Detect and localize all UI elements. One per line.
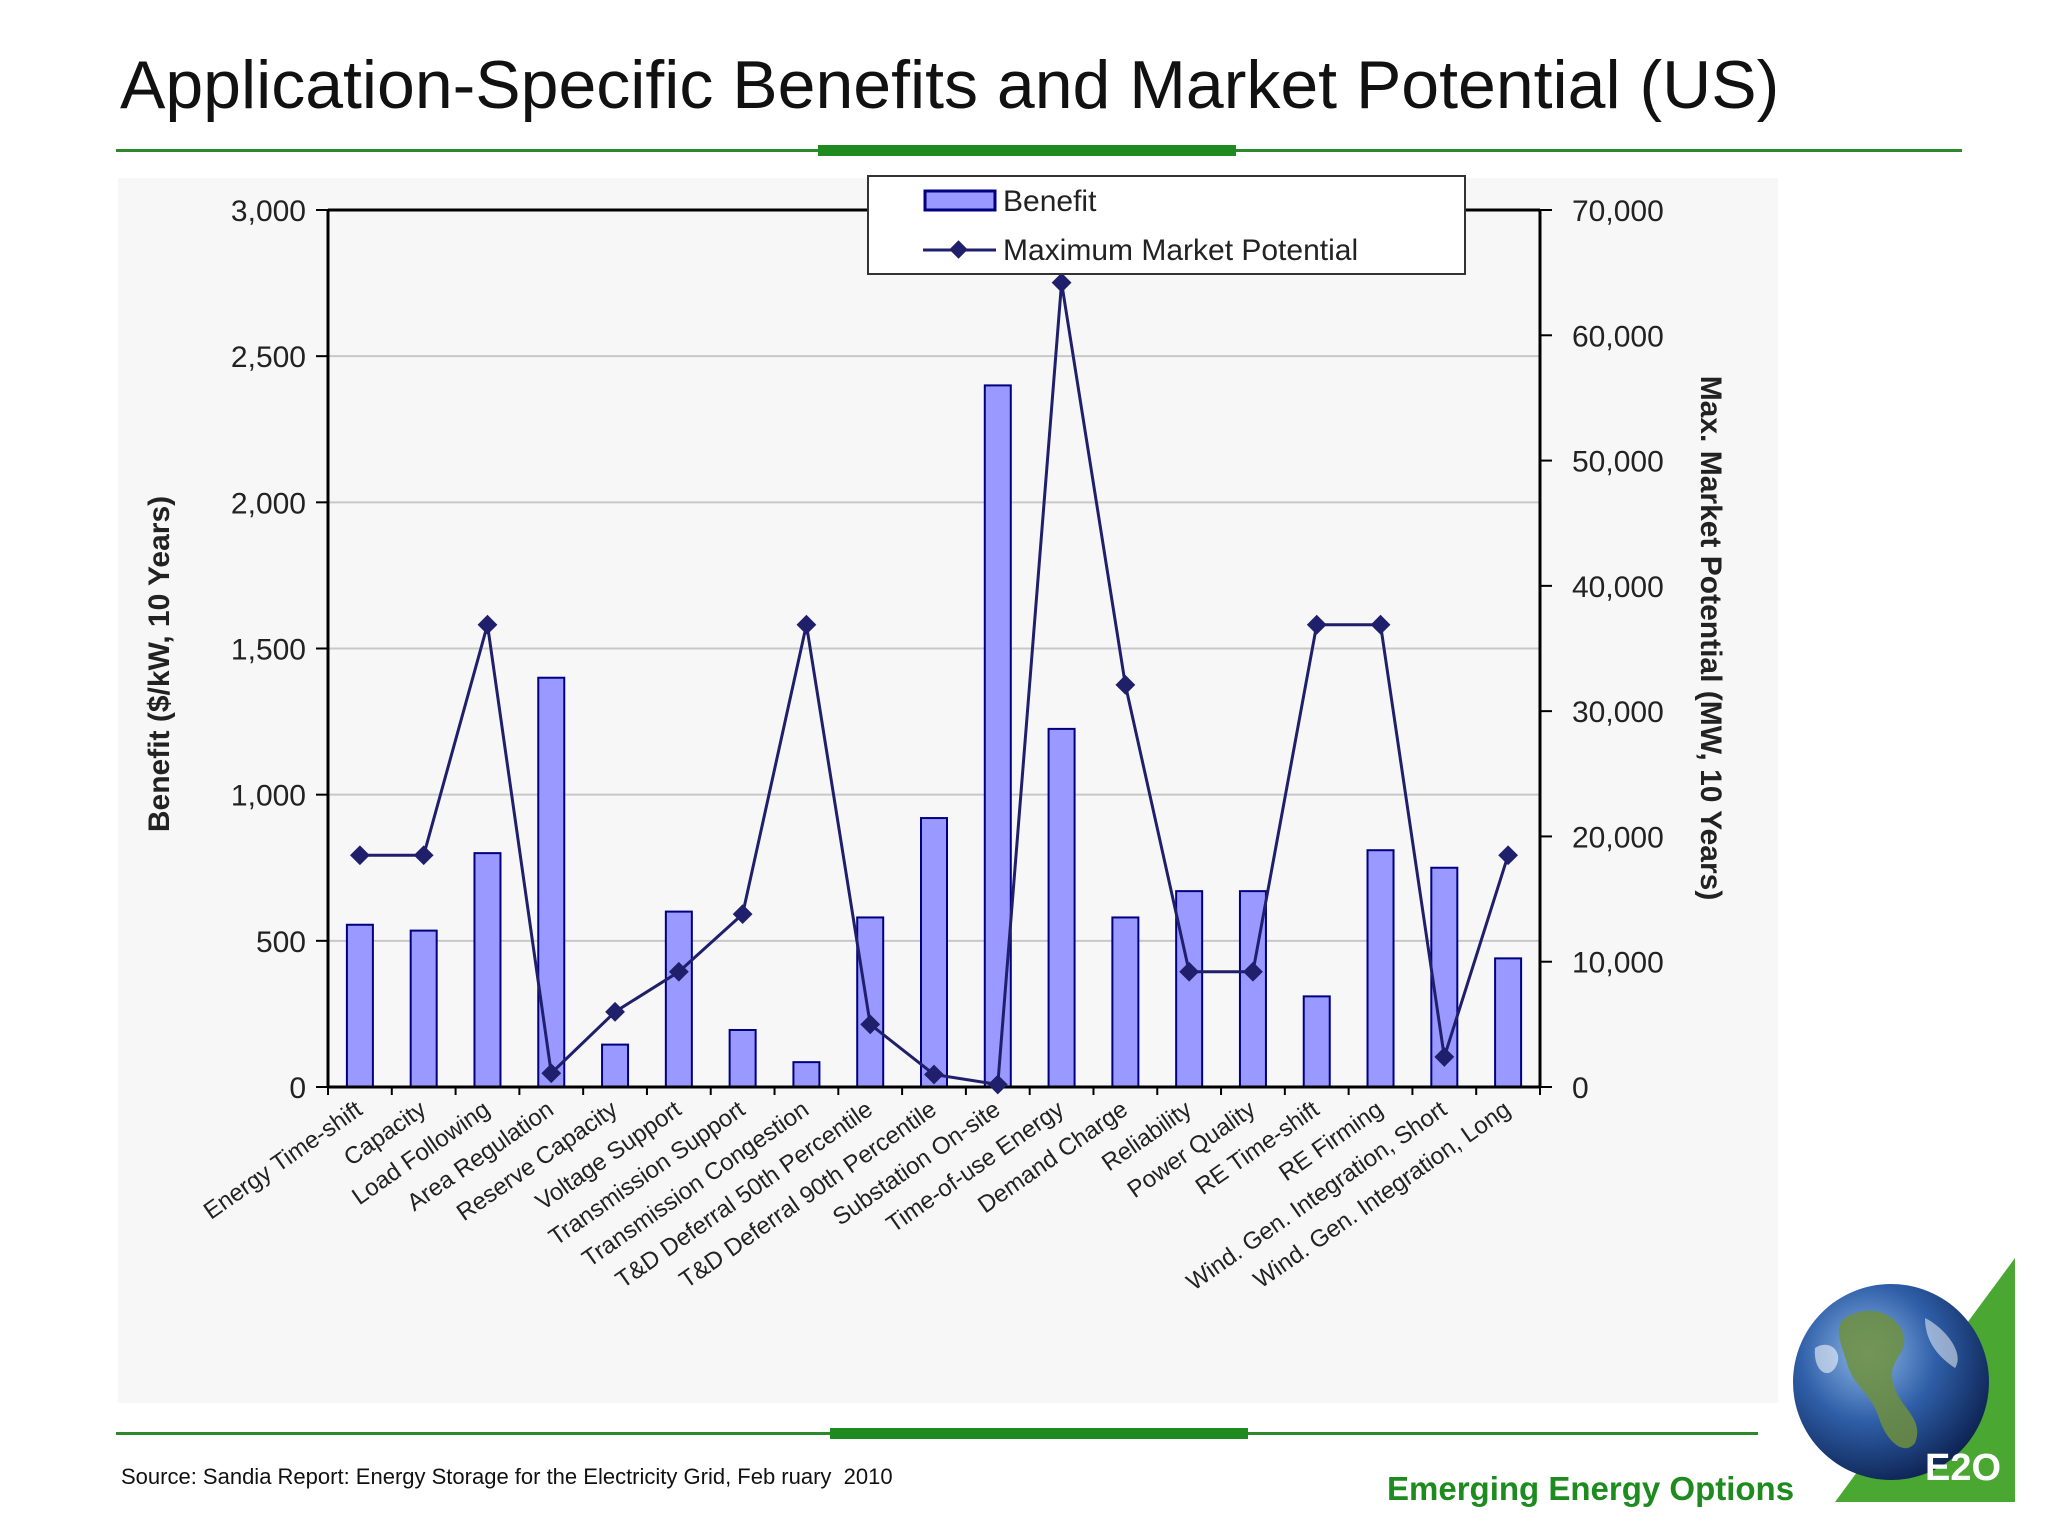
y-right-tick-label: 10,000 bbox=[1572, 947, 1664, 980]
benefit-bar bbox=[728, 1028, 757, 1088]
benefit-bar bbox=[856, 916, 885, 1088]
market-potential-point bbox=[605, 1001, 625, 1022]
benefit-bar bbox=[1175, 890, 1204, 1088]
market-potential-point bbox=[668, 961, 689, 982]
title-divider-accent bbox=[818, 145, 1236, 156]
benefit-bar bbox=[1111, 916, 1140, 1088]
market-potential-point bbox=[1434, 1047, 1455, 1067]
y-right-tick-label: 0 bbox=[1572, 1072, 1589, 1105]
y-left-tick-label: 0 bbox=[289, 1072, 306, 1105]
y-left-tick-label: 2,000 bbox=[231, 487, 306, 520]
market-potential-point bbox=[987, 1074, 1008, 1095]
y-right-tick-label: 50,000 bbox=[1572, 446, 1664, 479]
benefit-bar bbox=[1302, 995, 1331, 1088]
market-potential-point bbox=[796, 614, 817, 635]
market-potential-point bbox=[1370, 614, 1391, 635]
y-axis-left-label: Benefit ($/kW, 10 Years) bbox=[143, 496, 176, 832]
benefit-bar bbox=[983, 384, 1012, 1088]
y-axis-right-label: Max. Market Potential (MW, 10 Years) bbox=[1694, 376, 1727, 901]
market-potential-point bbox=[732, 904, 753, 925]
market-potential-point bbox=[1306, 614, 1327, 635]
y-left-tick-label: 1,500 bbox=[231, 634, 306, 667]
chart-legend: Benefit Maximum Market Potential bbox=[867, 175, 1466, 275]
benefit-bar bbox=[473, 852, 502, 1089]
footer-divider-accent bbox=[830, 1428, 1248, 1439]
benefit-bar bbox=[664, 910, 693, 1088]
y-left-tick-label: 2,500 bbox=[231, 341, 306, 374]
legend-benefit-label: Benefit bbox=[1003, 185, 1097, 218]
market-potential-point bbox=[477, 614, 498, 635]
market-potential-point bbox=[349, 845, 370, 866]
market-potential-point bbox=[1243, 961, 1263, 982]
benefit-bar bbox=[1047, 727, 1076, 1088]
benefit-bar bbox=[1494, 957, 1523, 1089]
legend-bar-swatch bbox=[923, 189, 997, 212]
slide-title: Application-Specific Benefits and Market… bbox=[120, 47, 1780, 123]
market-potential-point bbox=[924, 1064, 944, 1085]
market-potential-point bbox=[860, 1014, 881, 1035]
brand-name: Emerging Energy Options bbox=[1387, 1470, 1795, 1507]
market-potential-point bbox=[413, 845, 434, 866]
market-potential-point bbox=[541, 1063, 562, 1084]
e2o-globe-logo: E2O bbox=[1793, 1258, 2015, 1502]
logo-text: E2O bbox=[1925, 1447, 2001, 1489]
benefit-bar bbox=[920, 817, 948, 1088]
market-potential-point bbox=[1498, 845, 1519, 866]
legend-market-label: Maximum Market Potential bbox=[1003, 234, 1358, 267]
source-citation: Source: Sandia Report: Energy Storage fo… bbox=[121, 1464, 893, 1489]
legend-diamond-marker bbox=[949, 240, 968, 259]
continent-shape bbox=[1838, 1310, 1918, 1449]
y-right-tick-label: 30,000 bbox=[1572, 696, 1664, 729]
y-right-tick-label: 70,000 bbox=[1572, 195, 1664, 228]
market-potential-point bbox=[1115, 674, 1136, 695]
market-potential-point bbox=[1179, 961, 1200, 982]
market-potential-line bbox=[349, 272, 1519, 1095]
chart-area-background bbox=[118, 178, 1778, 1403]
benefit-bar bbox=[1366, 849, 1395, 1089]
benefit-bar bbox=[537, 676, 566, 1088]
benefit-bar bbox=[345, 923, 374, 1088]
y-left-tick-label: 500 bbox=[256, 926, 306, 959]
y-right-tick-label: 60,000 bbox=[1572, 320, 1664, 353]
benefit-bar bbox=[409, 929, 438, 1089]
axes bbox=[316, 208, 1552, 1095]
y-left-tick-label: 1,000 bbox=[231, 780, 306, 813]
benefit-bar bbox=[601, 1043, 630, 1089]
y-right-tick-label: 40,000 bbox=[1572, 571, 1664, 604]
benefit-bar bbox=[792, 1061, 821, 1088]
market-potential-point bbox=[1051, 272, 1072, 293]
y-right-tick-label: 20,000 bbox=[1572, 821, 1664, 854]
y-left-tick-label: 3,000 bbox=[231, 195, 306, 228]
